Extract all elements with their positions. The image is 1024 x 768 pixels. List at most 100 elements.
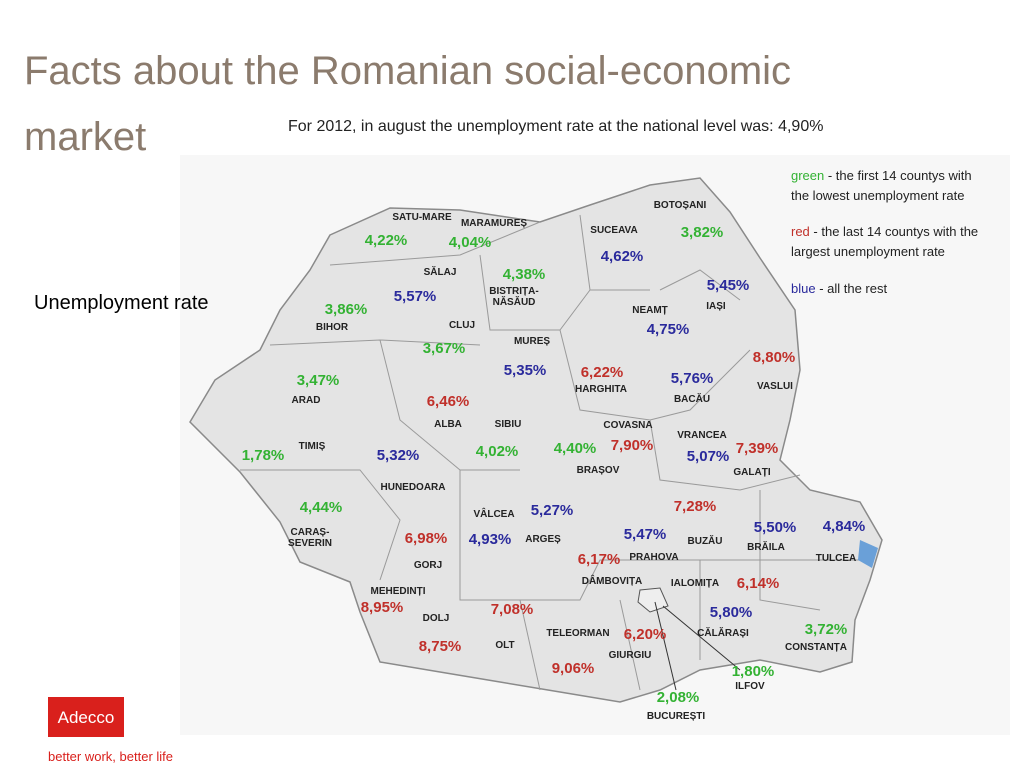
county-name: SATU-MARE (392, 212, 452, 223)
county-rate: 4,62% (601, 248, 644, 265)
county-rate: 6,98% (405, 530, 448, 547)
county-rate: 3,67% (423, 340, 466, 357)
county-rate: 4,38% (503, 266, 546, 283)
county-name: ARAD (292, 395, 321, 406)
pointer-line (662, 605, 741, 671)
county-name: SĂLAJ (424, 265, 457, 278)
county-rate: 6,46% (427, 393, 470, 410)
county-rate: 4,93% (469, 531, 512, 548)
title: market (24, 115, 146, 159)
county-rate: 4,04% (449, 234, 492, 251)
county-rate: 9,06% (552, 660, 595, 677)
county-name: OLT (495, 640, 514, 651)
county-rate: 5,47% (624, 526, 667, 543)
county-name: MARAMUREȘ (461, 218, 527, 229)
county-name: VRANCEA (677, 430, 726, 441)
county-rate: 5,57% (394, 288, 437, 305)
bucharest-outline (637, 587, 669, 613)
county-rate: 7,90% (611, 437, 654, 454)
county-rate: 3,86% (325, 301, 368, 318)
county-rate: 5,80% (710, 604, 753, 621)
county-name: BRAȘOV (577, 465, 620, 476)
county-name: CLUJ (449, 320, 475, 331)
county-rate: 3,82% (681, 224, 724, 241)
legend-key: blue (791, 281, 816, 296)
county-rate: 6,20% (624, 626, 667, 643)
logo: Adecco (58, 708, 115, 727)
county-rate: 7,39% (736, 440, 779, 457)
county-name: HUNEDOARA (381, 482, 446, 493)
county-rate: 8,75% (419, 638, 462, 655)
county-rate: 4,40% (554, 440, 597, 457)
county-rate: 6,17% (578, 551, 621, 568)
legend-entry: green - the first 14 countys with (791, 168, 972, 183)
county-name: BRĂILA (747, 540, 785, 553)
county-name: SIBIU (495, 419, 522, 430)
county-name: NEAMȚ (632, 305, 668, 316)
side-label: Unemployment rate (34, 292, 209, 314)
county-name: GORJ (414, 560, 442, 571)
county-name: GALAȚI (733, 467, 770, 478)
county-name: MUREȘ (514, 336, 550, 347)
county-name: HARGHITA (575, 384, 627, 395)
legend-key: red (791, 224, 810, 239)
county-name: TIMIȘ (299, 441, 326, 452)
legend-entry: blue - all the rest (791, 281, 887, 296)
county-name: CĂLĂRAȘI (697, 626, 749, 639)
county-rate: 8,80% (753, 349, 796, 366)
county-name: TELEORMAN (546, 628, 609, 639)
county-rate: 7,28% (674, 498, 717, 515)
county-rate: 4,84% (823, 518, 866, 535)
county-name: CARAȘ- (291, 527, 330, 538)
county-rate: 5,35% (504, 362, 547, 379)
legend-text: largest unemployment rate (791, 244, 945, 259)
county-rate: 3,47% (297, 372, 340, 389)
county-name: NĂSĂUD (493, 295, 536, 308)
county-name: IALOMIȚA (671, 578, 719, 589)
county-name: MEHEDINȚI (371, 586, 426, 597)
legend-entry: red - the last 14 countys with the (791, 224, 978, 239)
county-rate: 4,02% (476, 443, 519, 460)
county-rate: 2,08% (657, 689, 700, 706)
county-rate: 5,45% (707, 277, 750, 294)
county-rate: 4,75% (647, 321, 690, 338)
title: Facts about the Romanian social-economic (24, 49, 791, 93)
county-rate: 8,95% (361, 599, 404, 616)
county-name: TULCEA (816, 553, 857, 564)
subtitle: For 2012, in august the unemployment rat… (288, 118, 823, 135)
county-rate: 5,50% (754, 519, 797, 536)
county-name: BACĂU (674, 392, 710, 405)
county-name: BISTRIȚA- (489, 286, 538, 297)
legend-key: green (791, 168, 824, 183)
county-name: IAȘI (706, 301, 726, 312)
county-rate: 6,14% (737, 575, 780, 592)
county-rate: 1,78% (242, 447, 285, 464)
county-name: BUZĂU (688, 534, 723, 547)
pointer-line (654, 601, 677, 691)
county-rate: 3,72% (805, 621, 848, 638)
map-outline (189, 177, 883, 703)
county-name: CONSTANȚA (785, 642, 847, 653)
county-rate: 1,80% (732, 663, 775, 680)
county-rate: 4,22% (365, 232, 408, 249)
county-rate: 5,27% (531, 502, 574, 519)
legend-text: the lowest unemployment rate (791, 188, 964, 203)
county-name: ARGEȘ (525, 534, 561, 545)
county-name: DOLJ (423, 613, 450, 624)
county-name: VASLUI (757, 381, 793, 392)
danube-delta (858, 540, 878, 568)
county-name: ILFOV (735, 681, 765, 692)
legend-text: - the first 14 countys with (824, 168, 971, 183)
county-name: VÂLCEA (473, 507, 514, 520)
county-name: COVASNA (603, 420, 652, 431)
county-borders (240, 214, 860, 691)
logo-box (48, 697, 124, 737)
legend-text: - all the rest (816, 281, 888, 296)
county-name: PRAHOVA (629, 552, 678, 563)
county-rate: 4,44% (300, 499, 343, 516)
county-name: BOTOȘANI (654, 200, 707, 211)
county-name: SEVERIN (288, 538, 332, 549)
tagline: better work, better life (48, 749, 173, 764)
county-rate: 5,07% (687, 448, 730, 465)
